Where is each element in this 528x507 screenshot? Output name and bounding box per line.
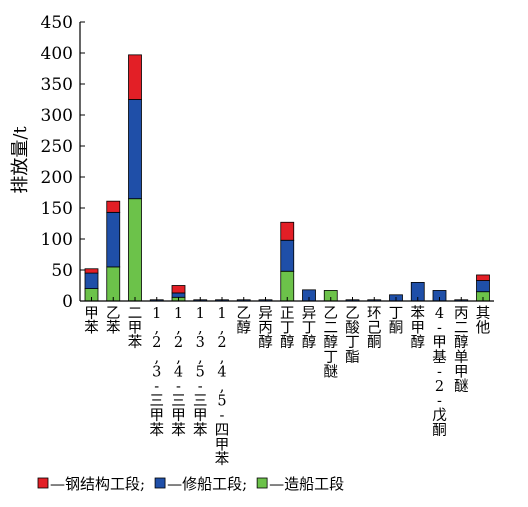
legend-swatch-2 bbox=[154, 477, 166, 489]
y-tick-label-2: 50 bbox=[51, 261, 73, 281]
legend-swatch-1 bbox=[37, 477, 49, 489]
x-tick-label-11: 异丁醇 bbox=[302, 306, 317, 351]
x-tick-label-7: 1, 2, 4, 5 -四甲苯 bbox=[215, 306, 230, 468]
legend-label-3: —造船工段 bbox=[269, 475, 344, 493]
x-tick-label-15: 丁酮 bbox=[389, 306, 404, 337]
x-tick-label-8: 乙醇 bbox=[237, 306, 252, 337]
x-tick-label-19: 其他 bbox=[476, 305, 491, 337]
y-tick-label-7: 300 bbox=[41, 106, 73, 126]
y-tick-label-9: 400 bbox=[41, 44, 73, 64]
y-tick-label-4: 150 bbox=[41, 199, 73, 219]
legend-label-2: —修船工段; bbox=[167, 475, 247, 493]
bar-segment-2-1 bbox=[84, 272, 99, 290]
bar-segment-3-2 bbox=[106, 200, 121, 213]
y-tick-label-5: 200 bbox=[41, 168, 73, 188]
bar-segment-3-1 bbox=[84, 268, 99, 274]
bar-segment-3-3 bbox=[128, 54, 142, 100]
x-tick-label-12: 乙二醇丁醚 bbox=[324, 306, 339, 380]
axes-layer bbox=[79, 21, 494, 302]
x-tick-label-5: 1, 2, 4 -三甲苯 bbox=[171, 306, 186, 439]
bar-segment-2-19 bbox=[476, 280, 490, 293]
y-tick-label-6: 250 bbox=[41, 137, 73, 157]
x-tick-label-14: 环己酮 bbox=[367, 306, 382, 351]
x-tick-label-16: 苯甲醇 bbox=[411, 305, 426, 351]
y-tick-label-1: 0 bbox=[62, 292, 73, 312]
bar-segment-2-2 bbox=[106, 211, 121, 268]
bar-segment-3-10 bbox=[280, 221, 295, 241]
x-tick-label-1: 甲苯 bbox=[84, 306, 99, 337]
bar-segment-2-3 bbox=[128, 99, 142, 200]
bar-segment-1-2 bbox=[106, 266, 121, 302]
x-tick-label-3: 二甲苯 bbox=[128, 306, 143, 351]
x-tick-label-10: 正丁醇 bbox=[280, 306, 295, 351]
y-tick-label-8: 350 bbox=[41, 75, 73, 95]
bar-segment-1-3 bbox=[128, 198, 142, 302]
x-tick-label-18: 丙二醇单甲醚 bbox=[454, 306, 469, 395]
legend: —钢结构工段; —修船工段; —造船工段 bbox=[37, 475, 344, 493]
x-tick-label-2: 乙苯 bbox=[106, 306, 121, 337]
x-tick-label-17: 4 -甲基-2 -戊酮 bbox=[432, 306, 447, 439]
legend-swatch-3 bbox=[256, 477, 268, 489]
legend-label-1: —钢结构工段; bbox=[50, 475, 145, 493]
x-tick-label-9: 异丙醇 bbox=[258, 306, 273, 351]
y-tick-label-10: 450 bbox=[41, 13, 73, 33]
bar-segment-1-10 bbox=[280, 270, 295, 302]
bar-segment-2-5 bbox=[171, 292, 186, 298]
bars-layer bbox=[84, 54, 490, 302]
bar-segment-3-5 bbox=[171, 285, 186, 294]
x-tick-label-4: 1, 2, 3 -三甲苯 bbox=[150, 306, 165, 439]
bar-segment-2-10 bbox=[280, 239, 295, 272]
y-tick-label-3: 100 bbox=[41, 230, 73, 250]
bar-segment-3-19 bbox=[476, 274, 490, 281]
y-axis-title: 排放量/t bbox=[10, 126, 31, 194]
x-tick-label-13: 乙酸丁酯 bbox=[345, 306, 360, 366]
x-tick-label-6: 1, 3, 5 -三甲苯 bbox=[193, 306, 208, 439]
